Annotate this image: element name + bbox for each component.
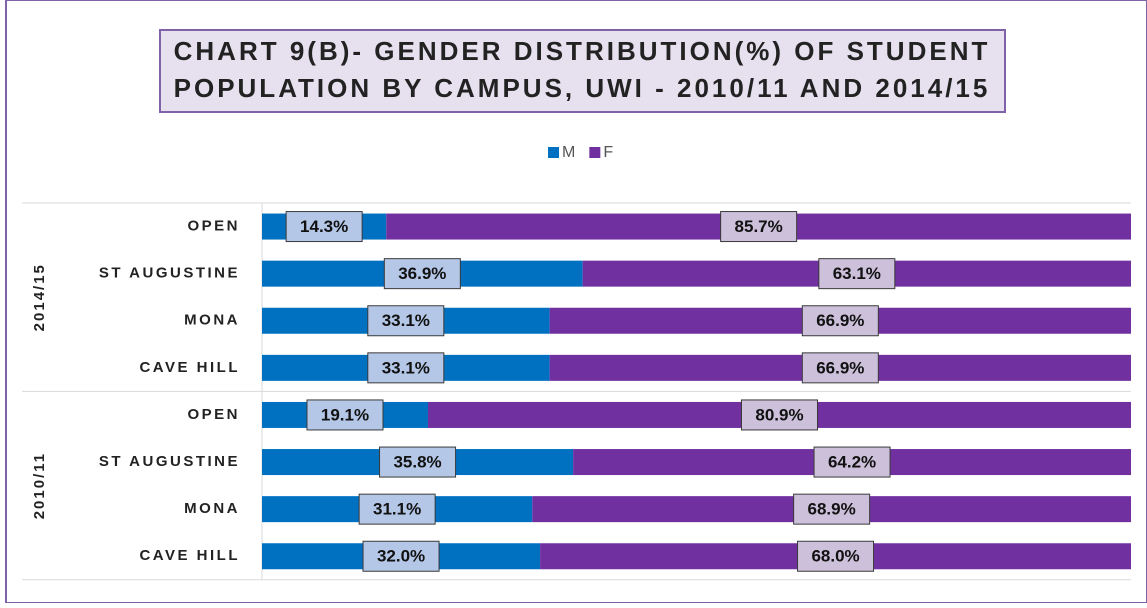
data-label-box (306, 399, 384, 431)
category-label: ST AUGUSTINE (99, 453, 240, 470)
data-label-box (801, 305, 879, 337)
data-label: 33.1% (382, 358, 430, 377)
data-label: 64.2% (828, 453, 876, 472)
category-label: OPEN (187, 218, 240, 235)
title-box (159, 29, 1006, 113)
data-label-box (720, 211, 798, 243)
chart-title: POPULATION BY CAMPUS, UWI - 2010/11 AND … (174, 73, 991, 103)
legend-swatch (589, 147, 601, 158)
data-label-box (362, 540, 440, 572)
data-label: 85.7% (735, 217, 783, 236)
data-label-box (367, 305, 445, 337)
data-label: 36.9% (398, 264, 446, 283)
data-label: 33.1% (382, 311, 430, 330)
category-label: MONA (184, 312, 240, 329)
data-label-box (813, 446, 891, 478)
legend-swatch (548, 147, 559, 158)
data-label: 14.3% (300, 217, 348, 236)
data-label-box (797, 540, 875, 572)
category-label: ST AUGUSTINE (99, 265, 240, 282)
data-label: 68.9% (808, 500, 856, 519)
group-label: 2014/15 (31, 263, 48, 331)
group-label: 2010/11 (31, 452, 48, 519)
category-label: CAVE HILL (139, 547, 240, 564)
data-label: 32.0% (377, 547, 425, 566)
data-label: 80.9% (755, 405, 803, 424)
legend-label: F (603, 144, 613, 161)
data-label-box (379, 446, 457, 478)
data-label-box (383, 258, 461, 290)
legend-label: M (562, 144, 575, 161)
data-label: 66.9% (816, 311, 864, 330)
data-label-box (367, 352, 445, 384)
data-label: 35.8% (393, 453, 441, 472)
chart-title: CHART 9(B)- GENDER DISTRIBUTION(%) OF ST… (174, 36, 991, 66)
data-label-box (285, 211, 363, 243)
data-label: 19.1% (321, 405, 369, 424)
data-label: 66.9% (816, 358, 864, 377)
category-label: MONA (184, 500, 240, 517)
data-label-box (793, 493, 871, 525)
category-label: OPEN (187, 406, 240, 423)
data-label: 68.0% (811, 547, 859, 566)
data-label: 31.1% (373, 500, 421, 519)
data-label-box (740, 399, 818, 431)
data-label-box (801, 352, 879, 384)
category-label: CAVE HILL (139, 359, 240, 376)
data-label: 63.1% (833, 264, 881, 283)
data-label-box (818, 258, 896, 290)
data-label-box (358, 493, 436, 525)
